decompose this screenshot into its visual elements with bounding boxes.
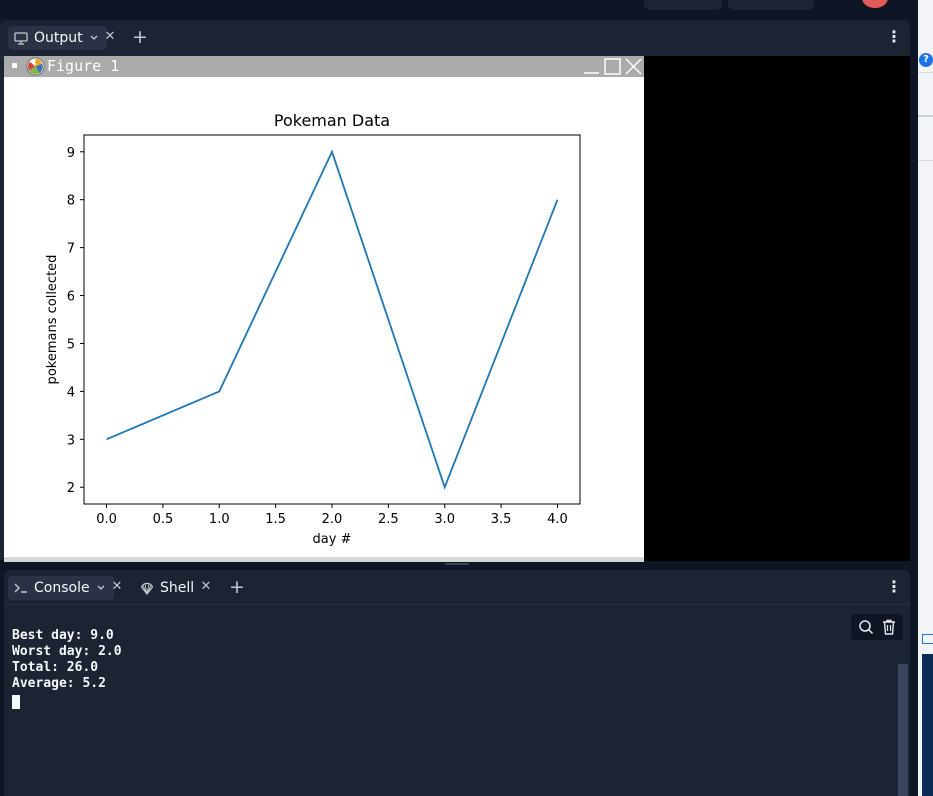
divider (918, 160, 933, 161)
y-tick-label: 3 (67, 433, 75, 448)
workspace-header (0, 0, 918, 20)
matplotlib-logo-icon (26, 57, 45, 76)
tab-output[interactable]: Output (8, 26, 107, 50)
y-tick-label: 2 (67, 481, 75, 496)
side-panel: ? (918, 0, 933, 796)
y-tick-label: 7 (67, 242, 75, 257)
x-tick-label: 1.5 (265, 512, 286, 527)
y-tick-label: 5 (67, 337, 75, 352)
x-tick-label: 0.5 (153, 512, 174, 527)
pane-resize-handle[interactable] (445, 563, 469, 565)
chart-title: Pokeman Data (274, 111, 390, 130)
shell-icon (140, 582, 154, 595)
y-tick-label: 9 (67, 146, 75, 161)
tab-output-label: Output (34, 30, 83, 46)
y-tick-label: 8 (67, 194, 75, 209)
console-line: Worst day: 2.0 (12, 644, 122, 659)
chevron-down-icon[interactable] (89, 34, 99, 42)
figure-toolbar-edge (4, 557, 644, 562)
minimize-icon[interactable] (583, 58, 600, 75)
x-tick-label: 2.0 (322, 512, 343, 527)
console-line: Best day: 9.0 (12, 628, 114, 643)
close-tab-output-icon[interactable]: ✕ (104, 29, 116, 44)
figure-canvas[interactable]: 0.0 0.5 1.0 1.5 2.0 2.5 3.0 3.5 4.0 2 3 4 5 6 7 8 9 Pokem… (4, 77, 644, 557)
invite-button[interactable] (644, 0, 722, 10)
x-tick-label: 2.5 (378, 512, 399, 527)
plot-frame (83, 134, 581, 505)
x-tick-label: 3.0 (434, 512, 455, 527)
search-icon[interactable] (857, 618, 875, 636)
console-line: Total: 26.0 (12, 660, 99, 675)
close-tab-shell-icon[interactable]: ✕ (200, 579, 212, 594)
scrollbar[interactable] (898, 664, 908, 796)
monitor-icon (14, 31, 28, 45)
console-output[interactable]: Best day: 9.0 Worst day: 2.0 Total: 26.0 Av… (12, 628, 122, 714)
console-line: Average: 5.2 (12, 676, 106, 691)
divider (918, 115, 933, 117)
x-tick-label: 3.5 (491, 512, 512, 527)
help-icon[interactable]: ? (919, 53, 933, 67)
x-tick-label: 1.0 (209, 512, 230, 527)
x-axis-label: day # (313, 532, 352, 547)
panel-icon[interactable] (922, 634, 933, 644)
console-tabbar: Console ✕ Shell ✕ + ⋮ (4, 570, 910, 605)
tab-console-label: Console (34, 580, 90, 596)
line-chart: 0.0 0.5 1.0 1.5 2.0 2.5 3.0 3.5 4.0 2 3 4 5 6 7 8 9 Pokem… (45, 111, 581, 547)
add-tab-icon[interactable]: + (132, 26, 148, 48)
close-tab-console-icon[interactable]: ✕ (111, 579, 123, 594)
tab-shell-label: Shell (160, 580, 195, 596)
chevron-down-icon[interactable] (96, 584, 106, 592)
close-icon[interactable] (625, 58, 642, 75)
trash-icon[interactable] (880, 618, 898, 636)
figure-titlebar[interactable]: Figure 1 (4, 56, 644, 77)
y-axis-label: pokemans collected (45, 255, 60, 385)
output-display: Figure 1 0.0 0.5 1.0 1.5 2.0 2.5 3.0 3.5 4.0 2 3 4 5… (4, 56, 910, 562)
prompt-icon (14, 583, 27, 593)
console-pane: Console ✕ Shell ✕ + ⋮ Best day: 9.0 Worst (4, 570, 910, 796)
x-tick-label: 4.0 (547, 512, 568, 527)
x-tick-label: 0.0 (96, 512, 117, 527)
console-menu-icon[interactable]: ⋮ (886, 577, 902, 596)
console-toolbar (851, 614, 903, 640)
series-line (106, 149, 559, 490)
figure-title: Figure 1 (47, 57, 120, 75)
divider (918, 72, 933, 73)
y-tick-label: 6 (67, 290, 75, 305)
avatar[interactable] (862, 0, 888, 8)
maximize-icon[interactable] (604, 58, 621, 75)
y-tick-label: 4 (67, 385, 75, 400)
add-tab-icon[interactable]: + (229, 576, 245, 598)
tab-console[interactable]: Console (8, 576, 114, 600)
deploy-button[interactable] (728, 0, 814, 10)
output-tabbar: Output ✕ + ⋮ (0, 20, 910, 57)
output-pane: Output ✕ + ⋮ Figure 1 (0, 20, 910, 562)
tab-shell[interactable]: Shell (140, 576, 194, 600)
window-menu-icon[interactable] (12, 63, 17, 68)
output-menu-icon[interactable]: ⋮ (886, 27, 902, 46)
scrollbar[interactable] (922, 654, 933, 796)
text-cursor (12, 695, 20, 709)
